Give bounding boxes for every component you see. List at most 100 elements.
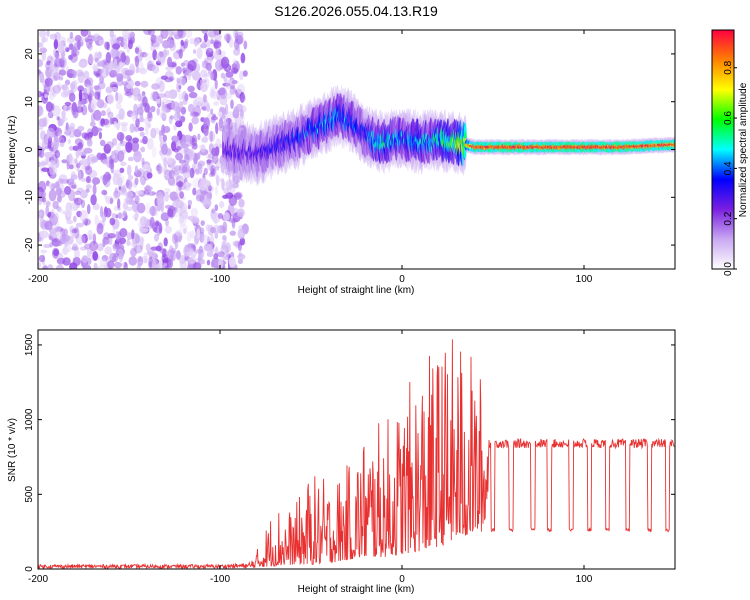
x-tick-label: -100 xyxy=(210,274,230,285)
noise-blob xyxy=(120,52,127,63)
noise-blob xyxy=(183,153,190,166)
noise-blob xyxy=(40,130,46,141)
noise-blob xyxy=(74,34,82,43)
noise-blob xyxy=(225,180,233,191)
noise-blob xyxy=(194,96,204,103)
noise-blob xyxy=(115,91,119,102)
noise-blob xyxy=(203,33,208,43)
noise-blob xyxy=(50,228,60,239)
x-tick-label: 0 xyxy=(399,574,405,585)
noise-blob xyxy=(225,103,229,115)
noise-blob xyxy=(200,69,208,78)
noise-blob xyxy=(178,92,183,101)
noise-blob xyxy=(39,71,45,84)
noise-blob xyxy=(163,170,167,177)
noise-blob xyxy=(178,101,184,109)
noise-blob xyxy=(97,243,104,252)
noise-blob xyxy=(171,167,177,174)
noise-blob xyxy=(118,108,125,120)
noise-blob xyxy=(200,258,205,265)
noise-blob xyxy=(182,163,191,175)
noise-blob xyxy=(236,208,245,218)
noise-blob xyxy=(78,70,83,78)
noise-blob xyxy=(133,125,140,133)
noise-blob xyxy=(175,250,181,260)
colorbar-tick-label: 0.2 xyxy=(723,211,734,225)
noise-blob xyxy=(38,124,44,131)
noise-blob xyxy=(108,69,118,78)
noise-blob xyxy=(165,127,170,133)
noise-blob xyxy=(151,260,160,269)
noise-blob xyxy=(239,105,247,113)
noise-blob xyxy=(185,251,192,257)
noise-blob xyxy=(90,98,97,111)
noise-blob xyxy=(225,92,233,100)
noise-blob xyxy=(42,196,47,203)
noise-blob xyxy=(105,156,113,168)
noise-blob xyxy=(237,228,246,240)
noise-blob xyxy=(94,57,100,63)
noise-blob xyxy=(173,200,178,206)
noise-blob xyxy=(222,212,230,221)
noise-blob xyxy=(211,208,216,214)
noise-blob xyxy=(240,108,244,120)
noise-blob xyxy=(98,39,105,45)
noise-blob xyxy=(126,232,133,240)
noise-blob xyxy=(75,222,84,228)
noise-blob xyxy=(237,241,242,252)
noise-blob xyxy=(155,35,160,43)
noise-blob xyxy=(211,257,221,269)
noise-blob xyxy=(48,235,54,240)
noise-blob xyxy=(77,142,84,150)
noise-blob xyxy=(143,164,151,172)
noise-blob xyxy=(46,30,50,37)
noise-blob xyxy=(58,174,68,182)
noise-blob xyxy=(219,94,228,106)
noise-blob xyxy=(105,86,113,94)
noise-blob xyxy=(38,211,42,218)
noise-blob xyxy=(156,194,165,207)
noise-blob xyxy=(240,52,246,64)
noise-blob xyxy=(203,94,207,103)
noise-blob xyxy=(92,183,97,196)
noise-blob xyxy=(161,112,167,122)
noise-blob xyxy=(159,112,165,119)
noise-blob xyxy=(161,124,166,136)
noise-blob xyxy=(84,218,88,226)
noise-blob xyxy=(120,185,127,194)
noise-blob xyxy=(183,172,191,179)
colorbar-gradient xyxy=(712,30,734,269)
noise-blob xyxy=(128,175,134,180)
noise-blob xyxy=(147,111,153,122)
noise-blob xyxy=(183,227,187,235)
noise-blob xyxy=(64,79,71,86)
noise-blob xyxy=(133,244,143,254)
noise-blob xyxy=(81,235,86,244)
noise-blob xyxy=(80,177,87,182)
noise-blob xyxy=(54,150,61,159)
noise-blob xyxy=(79,246,88,251)
noise-blob xyxy=(128,31,135,39)
noise-blob xyxy=(172,209,182,218)
noise-blob xyxy=(38,161,41,168)
x-tick-label: 0 xyxy=(399,274,405,285)
noise-blob xyxy=(62,245,68,256)
noise-blob xyxy=(161,143,169,156)
noise-blob xyxy=(115,102,122,110)
noise-blob xyxy=(187,59,197,72)
noise-blob xyxy=(187,199,193,206)
noise-blob xyxy=(38,105,44,117)
noise-blob xyxy=(93,85,100,91)
noise-blob xyxy=(208,130,216,142)
noise-blob xyxy=(93,109,102,121)
snr-series-line xyxy=(38,339,675,569)
noise-blob xyxy=(222,235,227,241)
noise-blob xyxy=(79,210,88,222)
noise-blob xyxy=(82,218,91,226)
noise-blob xyxy=(100,110,106,117)
noise-blob xyxy=(104,41,110,50)
noise-blob xyxy=(233,48,241,56)
noise-blob xyxy=(224,33,232,42)
noise-blob xyxy=(201,106,208,111)
